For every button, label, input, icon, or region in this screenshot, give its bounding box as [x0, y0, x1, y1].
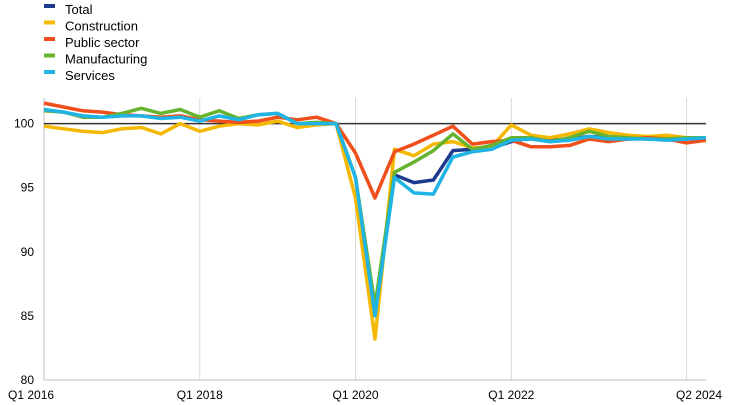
legend-label: Public sector [65, 35, 140, 50]
grid [199, 98, 688, 380]
x-tick-label: Q1 2018 [177, 388, 223, 402]
x-tick-label: Q1 2016 [8, 388, 54, 402]
legend-swatch [44, 4, 55, 8]
legend-swatch [44, 53, 55, 58]
y-tick-label: 80 [21, 373, 35, 387]
series-line-services [43, 107, 707, 318]
legend-label: Total [65, 2, 93, 17]
legend-label: Services [65, 68, 115, 83]
x-tick-label: Q1 2022 [488, 388, 534, 402]
x-tick-label: Q1 2020 [333, 388, 379, 402]
legend-label: Construction [65, 19, 138, 34]
x-tick-label: Q2 2024 [676, 388, 722, 402]
y-tick-label: 100 [14, 117, 34, 131]
legend-label: Manufacturing [65, 52, 147, 67]
axes: Q1 2016 Q1 2018 Q1 2020 Q1 2022 Q2 2024 80 85 9… [8, 98, 722, 402]
legend-swatch [44, 70, 55, 74]
y-tick-label: 95 [21, 181, 35, 195]
y-tick-label: 85 [21, 309, 35, 323]
y-tick-label: 90 [21, 245, 35, 259]
series-lines [43, 101, 707, 341]
legend-swatch [44, 20, 55, 25]
legend-swatch [44, 37, 55, 41]
series-line-construction [43, 119, 706, 341]
